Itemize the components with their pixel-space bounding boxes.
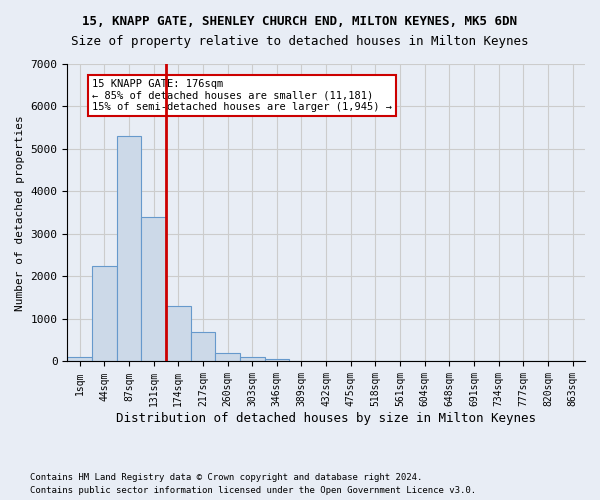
Bar <box>215 353 240 362</box>
Text: Contains HM Land Registry data © Crown copyright and database right 2024.: Contains HM Land Registry data © Crown c… <box>30 474 422 482</box>
Bar <box>265 359 289 362</box>
Bar <box>67 357 92 362</box>
Text: Size of property relative to detached houses in Milton Keynes: Size of property relative to detached ho… <box>71 35 529 48</box>
Bar <box>166 306 191 362</box>
Text: Contains public sector information licensed under the Open Government Licence v3: Contains public sector information licen… <box>30 486 476 495</box>
Text: 15, KNAPP GATE, SHENLEY CHURCH END, MILTON KEYNES, MK5 6DN: 15, KNAPP GATE, SHENLEY CHURCH END, MILT… <box>83 15 517 28</box>
X-axis label: Distribution of detached houses by size in Milton Keynes: Distribution of detached houses by size … <box>116 412 536 425</box>
Bar <box>141 217 166 362</box>
Bar <box>240 357 265 362</box>
Text: 15 KNAPP GATE: 176sqm
← 85% of detached houses are smaller (11,181)
15% of semi-: 15 KNAPP GATE: 176sqm ← 85% of detached … <box>92 79 392 112</box>
Bar <box>116 136 141 362</box>
Y-axis label: Number of detached properties: Number of detached properties <box>15 115 25 310</box>
Bar <box>92 266 116 362</box>
Bar <box>191 332 215 362</box>
